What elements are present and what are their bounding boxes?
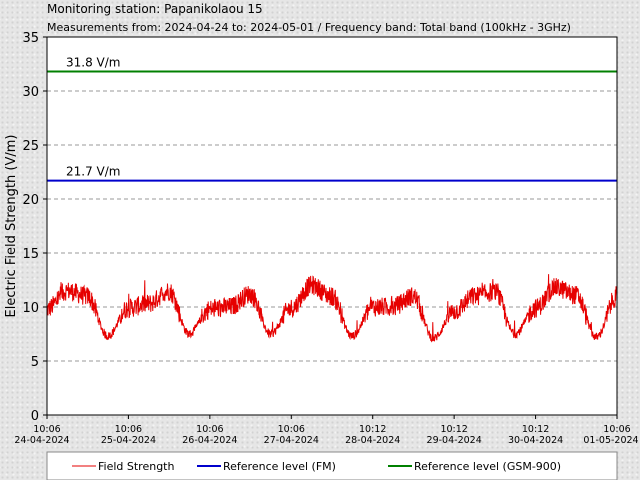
legend-entry: Field Strength xyxy=(98,460,174,473)
legend-entry: Reference level (FM) xyxy=(223,460,336,473)
legend-items: Field Strength Reference level (FM) Refere… xyxy=(72,460,561,473)
reference-lines: 21.7 V/m 31.8 V/m xyxy=(47,56,617,182)
y-tick-label-10: 10 xyxy=(22,301,39,316)
y-tick-label-35: 35 xyxy=(22,31,39,46)
chart-title: Monitoring station: Papanikolaou 15 xyxy=(47,2,263,16)
y-tick-label-5: 5 xyxy=(31,355,39,370)
y-tick-label-30: 30 xyxy=(22,85,39,100)
y-tick-label-15: 15 xyxy=(22,247,39,262)
x-tick-time: 10:12 xyxy=(359,424,386,435)
x-tick-date: 27-04-2024 xyxy=(264,435,319,446)
y-tick-label-20: 20 xyxy=(22,193,39,208)
legend xyxy=(46,451,618,480)
plot-area xyxy=(46,36,618,416)
y-axis-label: Electric Field Strength (V/m) xyxy=(4,135,19,318)
chart-subtitle: Measurements from: 2024-04-24 to: 2024-0… xyxy=(47,21,571,34)
x-tick-time: 10:06 xyxy=(33,424,60,435)
reference-label-gsm-900: 31.8 V/m xyxy=(66,56,120,70)
reference-label-fm: 21.7 V/m xyxy=(66,165,120,179)
x-tick-time: 10:06 xyxy=(278,424,305,435)
x-tick-date: 28-04-2024 xyxy=(345,435,400,446)
x-tick-date: 25-04-2024 xyxy=(101,435,156,446)
x-tick-time: 10:06 xyxy=(115,424,142,435)
x-tick-time: 10:12 xyxy=(522,424,549,435)
x-tick-date: 29-04-2024 xyxy=(427,435,482,446)
x-tick-time: 10:06 xyxy=(603,424,630,435)
y-tick-label-25: 25 xyxy=(22,139,39,154)
y-axis: 0 5 10 15 20 25 30 35 xyxy=(22,31,47,424)
x-tick-time: 10:12 xyxy=(440,424,467,435)
series-line-field-strength xyxy=(46,274,618,343)
data-lines xyxy=(46,274,618,343)
plot-frame xyxy=(46,36,618,416)
y-tick-label-0: 0 xyxy=(31,409,39,424)
x-tick-date: 24-04-2024 xyxy=(14,435,69,446)
x-tick-date: 30-04-2024 xyxy=(508,435,563,446)
x-tick-date: 26-04-2024 xyxy=(182,435,237,446)
x-axis: 10:0624-04-202410:0625-04-202410:0626-04… xyxy=(14,415,639,446)
legend-entry: Reference level (GSM-900) xyxy=(414,460,561,473)
x-tick-date: 01-05-2024 xyxy=(583,435,638,446)
x-tick-time: 10:06 xyxy=(196,424,223,435)
